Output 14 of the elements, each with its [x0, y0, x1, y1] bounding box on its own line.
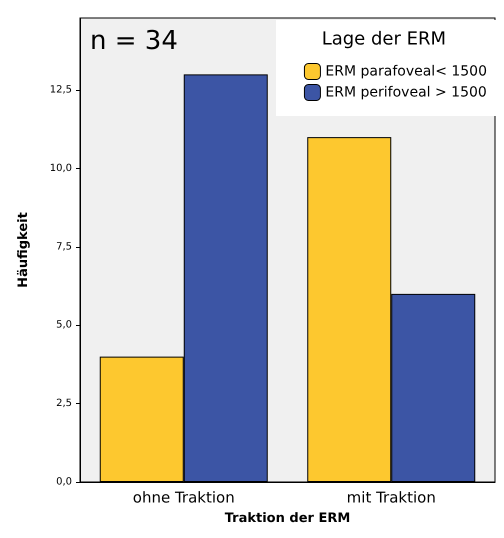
x-tick-label: mit Traktion — [346, 488, 436, 506]
legend-label: ERM parafoveal< 1500 — [325, 64, 488, 80]
y-tick-label: 7,5 — [56, 241, 72, 252]
y-tick-label: 2,5 — [56, 398, 72, 410]
y-tick-label: 5,0 — [56, 320, 72, 331]
legend-title: Lage der ERM — [322, 28, 446, 50]
x-axis-title: Traktion der ERM — [224, 511, 350, 526]
x-tick-label: ohne Traktion — [132, 488, 235, 506]
y-tick-label: 10,0 — [50, 162, 72, 174]
annotation: n = 34 — [90, 26, 178, 56]
y-tick-label: 0,0 — [56, 476, 72, 488]
y-axis-title: Häufigkeit — [16, 212, 31, 288]
y-tick-label: 12,5 — [50, 84, 72, 96]
legend-label: ERM perifoveal > 1500 — [325, 84, 487, 100]
